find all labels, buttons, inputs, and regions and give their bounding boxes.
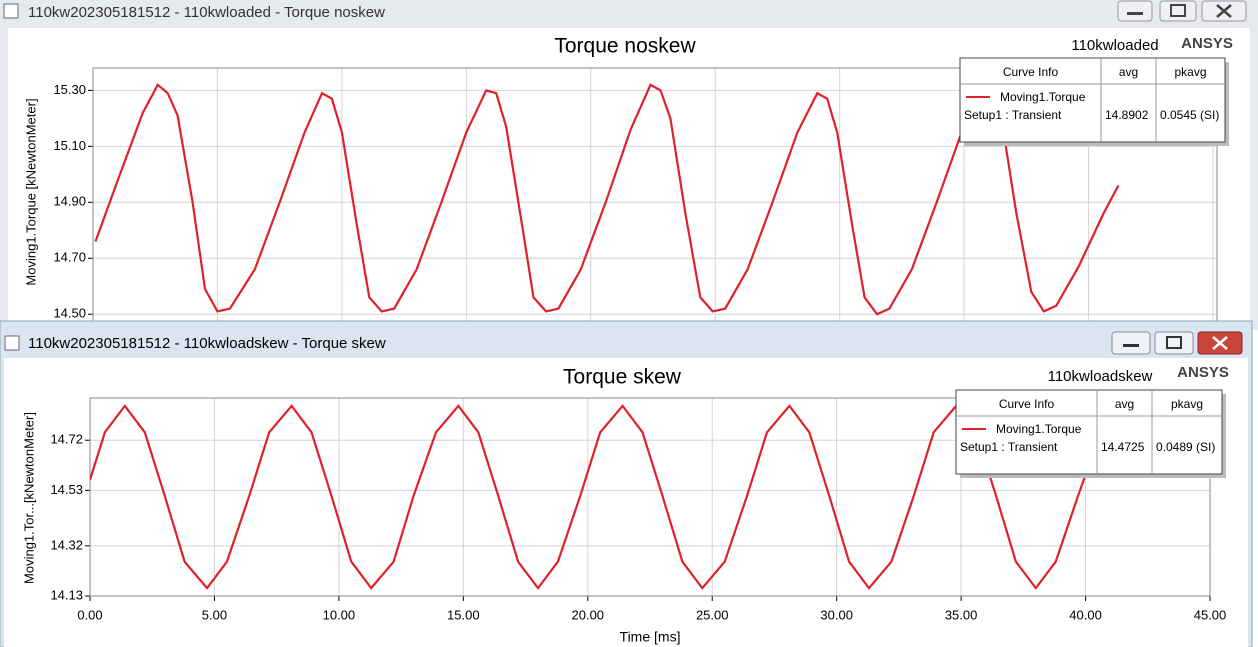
y-tick-label: 14.90 bbox=[53, 194, 86, 209]
chart: Torque noskew 110kwloaded ANSYS Moving1.… bbox=[23, 35, 1233, 332]
legend-avg: 14.4725 bbox=[1101, 440, 1145, 454]
data-line bbox=[94, 83, 1120, 316]
legend-pkavg: 0.0489 (SI) bbox=[1156, 440, 1215, 454]
minimize-button[interactable] bbox=[1117, 0, 1153, 22]
legend-box bbox=[959, 57, 1226, 143]
x-tick-label: 45.00 bbox=[1194, 607, 1227, 622]
chart-title: Torque noskew bbox=[554, 35, 696, 58]
window-icon bbox=[4, 335, 20, 351]
y-tick-label: 14.70 bbox=[53, 250, 86, 265]
legend-header: pkavg bbox=[1171, 397, 1203, 411]
legend-header: Curve Info bbox=[1003, 65, 1059, 79]
y-tick-label: 14.53 bbox=[50, 482, 83, 497]
window: 110kw202305181512 - 110kwloaded - Torque… bbox=[0, 0, 1258, 330]
y-axis-label: Moving1.Tor...[kNewtonMeter] bbox=[21, 412, 36, 584]
x-tick-label: 40.00 bbox=[1069, 607, 1102, 622]
x-tick-label: 30.00 bbox=[820, 607, 853, 622]
x-tick-label: 20.00 bbox=[572, 607, 605, 622]
brand: ANSYS bbox=[1181, 35, 1233, 52]
maximize-button[interactable] bbox=[1159, 0, 1197, 22]
x-tick-label: 10.00 bbox=[323, 607, 356, 622]
legend-avg: 14.8902 bbox=[1105, 108, 1149, 122]
legend-entry: Moving1.Torque bbox=[1000, 90, 1086, 104]
window: 110kw202305181512 - 110kwloadskew - Torq… bbox=[0, 320, 1253, 647]
window-title: 110kw202305181512 - 110kwloaded - Torque… bbox=[28, 4, 385, 21]
close-icon bbox=[1216, 4, 1232, 18]
legend-header: avg bbox=[1119, 65, 1138, 79]
y-tick-label: 15.30 bbox=[53, 82, 86, 97]
legend-header: avg bbox=[1115, 397, 1134, 411]
minimize-icon bbox=[1127, 12, 1143, 15]
chart-title: Torque skew bbox=[563, 366, 682, 389]
x-tick-label: 35.00 bbox=[945, 607, 978, 622]
legend-setup: Setup1 : Transient bbox=[964, 108, 1062, 122]
minimize-button[interactable] bbox=[1111, 331, 1151, 355]
y-axis-label: Moving1.Torque [kNewtonMeter] bbox=[23, 98, 38, 285]
chart: Torque skew 110kwloadskew ANSYS Moving1.… bbox=[21, 364, 1228, 645]
y-tick-label: 14.50 bbox=[53, 306, 86, 321]
design-name: 110kwloaded bbox=[1071, 37, 1158, 54]
x-tick-label: 5.00 bbox=[202, 607, 227, 622]
legend-pkavg: 0.0545 (SI) bbox=[1160, 108, 1219, 122]
x-tick-label: 15.00 bbox=[447, 607, 480, 622]
design-name: 110kwloadskew bbox=[1048, 368, 1153, 385]
window-title: 110kw202305181512 - 110kwloadskew - Torq… bbox=[28, 335, 386, 352]
plot-frame bbox=[89, 397, 1211, 597]
legend-box bbox=[955, 389, 1223, 475]
data-line bbox=[90, 404, 1100, 590]
brand: ANSYS bbox=[1177, 364, 1229, 381]
legend-header: pkavg bbox=[1174, 65, 1206, 79]
legend-header: Curve Info bbox=[999, 397, 1055, 411]
maximize-icon bbox=[1166, 336, 1182, 349]
y-tick-label: 14.13 bbox=[50, 587, 83, 602]
y-tick-label: 14.32 bbox=[50, 537, 83, 552]
legend: Curve Info avg pkavg Moving1.Torque Setup1 :… bbox=[959, 57, 1229, 146]
window-icon bbox=[3, 3, 19, 19]
legend: Curve Info avg pkavg Moving1.Torque Setup1 :… bbox=[955, 389, 1226, 478]
y-tick-label: 15.10 bbox=[53, 138, 86, 153]
close-icon bbox=[1212, 336, 1228, 350]
x-tick-label: 0.00 bbox=[77, 607, 102, 622]
maximize-button[interactable] bbox=[1154, 331, 1194, 355]
legend-setup: Setup1 : Transient bbox=[960, 440, 1058, 454]
x-tick-label: 25.00 bbox=[696, 607, 729, 622]
maximize-icon bbox=[1170, 4, 1186, 17]
x-axis-label: Time [ms] bbox=[620, 629, 681, 645]
minimize-icon bbox=[1123, 344, 1139, 347]
legend-entry: Moving1.Torque bbox=[996, 422, 1082, 436]
y-tick-label: 14.72 bbox=[50, 432, 83, 447]
